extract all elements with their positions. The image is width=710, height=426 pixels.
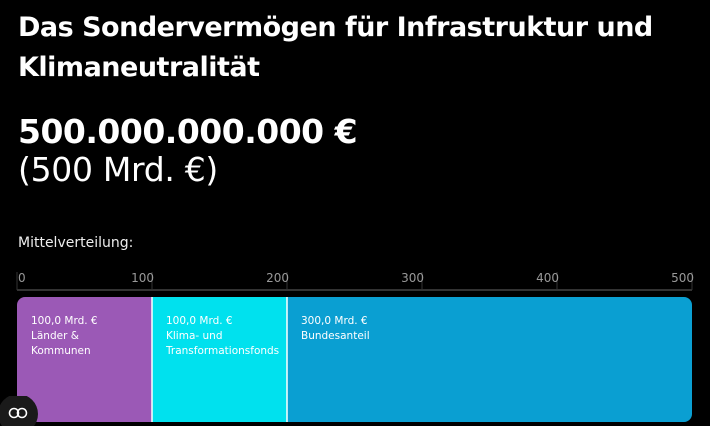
legend-label: Länder & Kommunen: [31, 330, 91, 357]
x-tick-label: 500: [671, 271, 694, 285]
bar-segment: [152, 297, 287, 422]
bar-segment: [17, 297, 152, 422]
annotation: (500 Mrd. €): [18, 150, 219, 189]
data-label: 300,0 Mrd. €: [301, 315, 368, 327]
bar-group: [17, 297, 692, 422]
legend-label: Bundesanteil: [301, 330, 370, 342]
segment-label: 100,0 Mrd. € Länder & Kommunen: [31, 314, 152, 359]
x-tick-label: 0: [18, 271, 26, 285]
x-tick-label: 100: [131, 271, 154, 285]
x-tick-label: 200: [266, 271, 289, 285]
annotation: Mittelverteilung:: [18, 235, 134, 251]
data-label: 100,0 Mrd. €: [166, 315, 233, 327]
data-label: 100,0 Mrd. €: [31, 315, 98, 327]
icon: [0, 396, 38, 426]
x-tick-label: 400: [536, 271, 559, 285]
x-tick-label: 300: [401, 271, 424, 285]
bar-segment: [287, 297, 692, 422]
chart-subtitle: 500.000.000.000 €: [18, 112, 358, 151]
segment-label: 100,0 Mrd. € Klima- und Transformationsfo…: [166, 314, 287, 359]
segment-label: 300,0 Mrd. € Bundesanteil: [301, 314, 692, 344]
legend-label: Klima- und Transformationsfonds: [166, 330, 280, 357]
chart-title: Das Sondervermögen für Infrastruktur und…: [18, 12, 653, 83]
